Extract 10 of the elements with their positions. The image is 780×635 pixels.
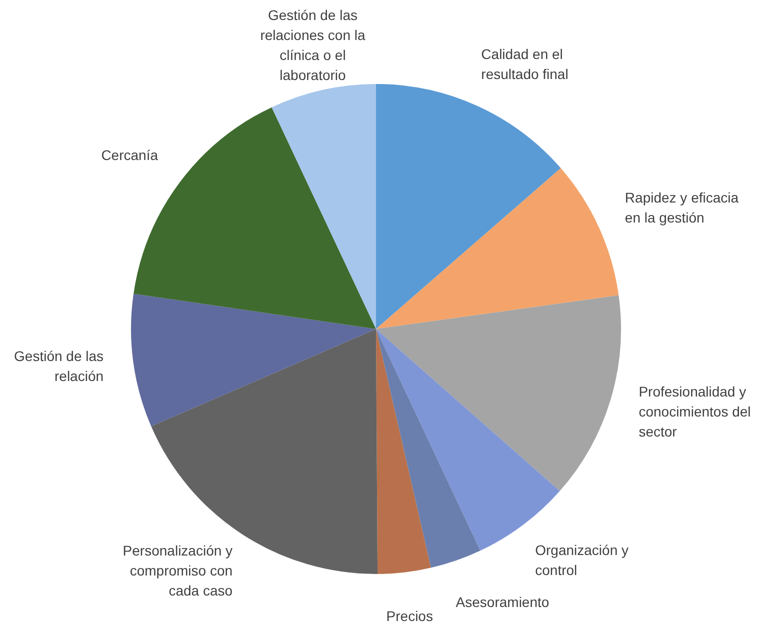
slice-label: Gestión de las relación xyxy=(14,348,104,384)
slice-label: Gestión de las relaciones con la clínica o el laboratorio xyxy=(260,6,366,83)
slice-label: Profesionalidad y conocimientos del sector xyxy=(638,383,751,440)
slice-label: Cercanía xyxy=(101,147,158,164)
slice-label: Precios xyxy=(386,608,433,624)
slice-label: Organización y control xyxy=(535,542,629,578)
slice-label: Personalización y compromiso con cada caso xyxy=(122,542,233,599)
slice-label: Asesoramiento xyxy=(456,594,550,610)
slice-label: Rapidez y eficacia en la gestión xyxy=(624,190,739,226)
slice-label: Calidad en el resultado final xyxy=(481,46,568,82)
